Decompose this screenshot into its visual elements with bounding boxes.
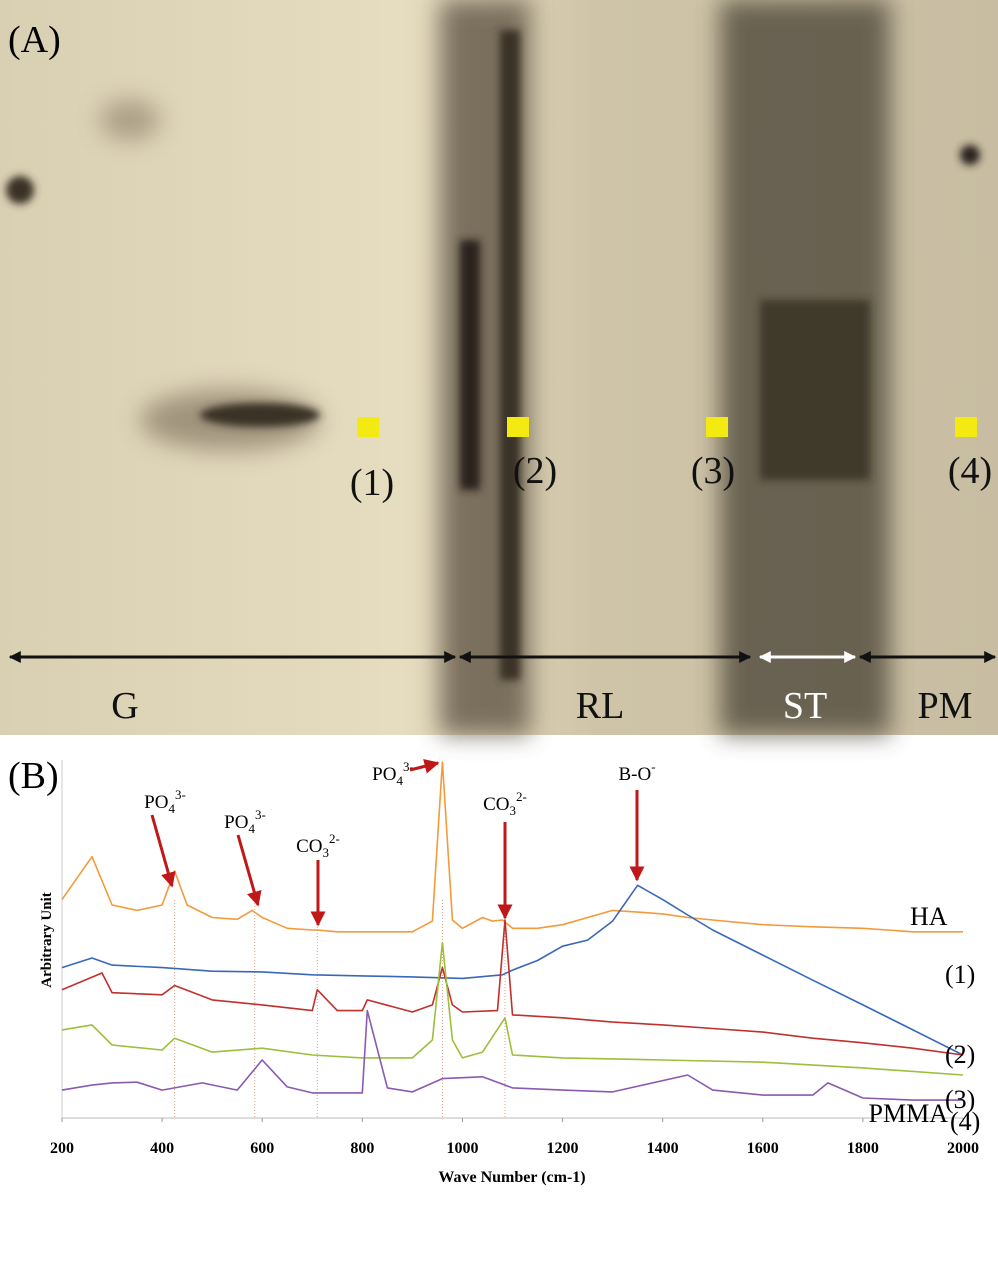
- annotation-base: B-O: [618, 764, 651, 785]
- annotation-sub: 4: [248, 821, 255, 836]
- series-label: (1): [945, 960, 975, 989]
- annotation-sub: 3: [510, 803, 517, 818]
- panel-label: (B): [8, 755, 59, 797]
- annotation: B-O-: [618, 759, 655, 785]
- annotation-sup: 2-: [329, 831, 340, 846]
- region-label: ST: [783, 685, 827, 727]
- series-label: PMMA: [869, 1099, 949, 1128]
- annotation-arrow: [409, 758, 440, 774]
- spectrum-line: [61, 941, 964, 1076]
- annotation-base: PO: [224, 812, 248, 833]
- photo: [0, 0, 998, 735]
- series-label: (4): [950, 1107, 980, 1136]
- point-label: (3): [691, 450, 735, 492]
- point-label: (2): [513, 450, 557, 492]
- annotation: CO32-: [296, 831, 340, 860]
- x-tick-label: 1800: [847, 1140, 879, 1157]
- annotation-arrow: [236, 834, 262, 907]
- x-tick-label: 1200: [547, 1140, 579, 1157]
- panel-label: (A): [8, 19, 61, 61]
- annotation-base: PO: [144, 792, 168, 813]
- spectrum-line: [61, 1009, 963, 1101]
- annotation-sup: 3-: [255, 807, 266, 822]
- x-tick-label: 800: [350, 1140, 374, 1157]
- region-label: RL: [576, 685, 625, 727]
- x-tick-label: 600: [250, 1140, 274, 1157]
- x-axis-label: Wave Number (cm-1): [438, 1169, 585, 1186]
- point-label: (4): [948, 450, 992, 492]
- x-tick-label: 200: [50, 1140, 74, 1157]
- point-label: (1): [350, 462, 394, 504]
- series-label: HA: [910, 902, 948, 931]
- panel-b: (B) 200 400 600 800 1000 1200 1400 1600 1800 2000 W…: [8, 755, 980, 1186]
- x-tick-label: 1000: [446, 1140, 478, 1157]
- y-axis-label: Arbitrary Unit: [39, 892, 55, 987]
- annotation-sup: 2-: [516, 789, 527, 804]
- panel-a-labels: (1) (2) (3) (4) G RL ST PM: [111, 450, 992, 727]
- region-label: PM: [918, 685, 973, 727]
- x-tick-label: 400: [150, 1140, 174, 1157]
- annotation-base: CO: [483, 794, 509, 815]
- x-tick-label: 2000: [947, 1140, 979, 1157]
- annotation-sub: 4: [168, 801, 175, 816]
- annotation-arrow: [150, 814, 176, 888]
- annotation: PO43-: [372, 759, 414, 788]
- annotation-base: PO: [372, 764, 396, 785]
- annotation-sup: -: [651, 759, 655, 774]
- series-label: (2): [945, 1040, 975, 1069]
- annotation-sub: 3: [323, 845, 330, 860]
- series-label: (3): [945, 1085, 975, 1114]
- annotation-sup: 3-: [403, 759, 414, 774]
- spectrum-line: [61, 884, 964, 1056]
- x-tick-label: 1600: [747, 1140, 779, 1157]
- x-tick-label: 1400: [647, 1140, 679, 1157]
- spectrum-line: [61, 761, 963, 933]
- annotation-base: CO: [296, 836, 322, 857]
- annotation-sup: 3-: [175, 787, 186, 802]
- annotation: CO32-: [483, 789, 527, 818]
- annotation-sub: 4: [396, 773, 403, 788]
- spectrum-line: [61, 919, 964, 1056]
- region-label: G: [111, 685, 138, 727]
- annotation: PO43-: [224, 807, 266, 836]
- annotation: PO43-: [144, 787, 186, 816]
